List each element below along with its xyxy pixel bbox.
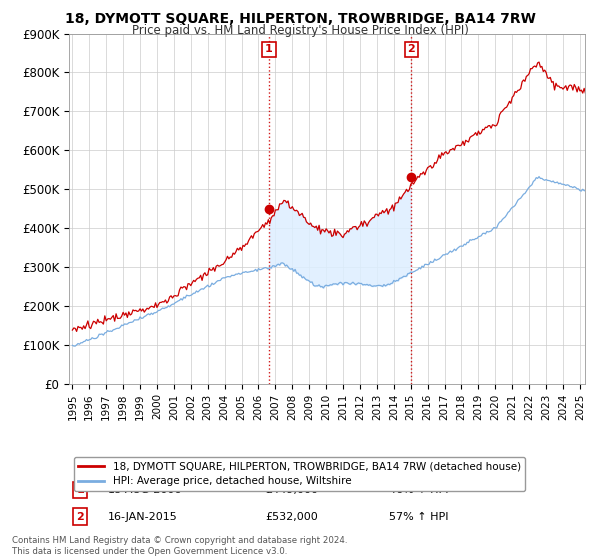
Text: 2: 2 xyxy=(76,512,84,521)
Text: Price paid vs. HM Land Registry's House Price Index (HPI): Price paid vs. HM Land Registry's House … xyxy=(131,24,469,36)
Text: £449,000: £449,000 xyxy=(265,486,318,496)
Text: 2: 2 xyxy=(407,44,415,54)
Text: Contains HM Land Registry data © Crown copyright and database right 2024.
This d: Contains HM Land Registry data © Crown c… xyxy=(12,536,347,556)
Text: 46% ↑ HPI: 46% ↑ HPI xyxy=(389,486,448,496)
Text: 1: 1 xyxy=(265,44,273,54)
Text: 18, DYMOTT SQUARE, HILPERTON, TROWBRIDGE, BA14 7RW: 18, DYMOTT SQUARE, HILPERTON, TROWBRIDGE… xyxy=(65,12,535,26)
Text: 57% ↑ HPI: 57% ↑ HPI xyxy=(389,512,448,521)
Text: 16-JAN-2015: 16-JAN-2015 xyxy=(108,512,178,521)
Text: £532,000: £532,000 xyxy=(265,512,318,521)
Text: 1: 1 xyxy=(76,486,84,496)
Text: 18-AUG-2006: 18-AUG-2006 xyxy=(108,486,182,496)
Legend: 18, DYMOTT SQUARE, HILPERTON, TROWBRIDGE, BA14 7RW (detached house), HPI: Averag: 18, DYMOTT SQUARE, HILPERTON, TROWBRIDGE… xyxy=(74,457,525,491)
